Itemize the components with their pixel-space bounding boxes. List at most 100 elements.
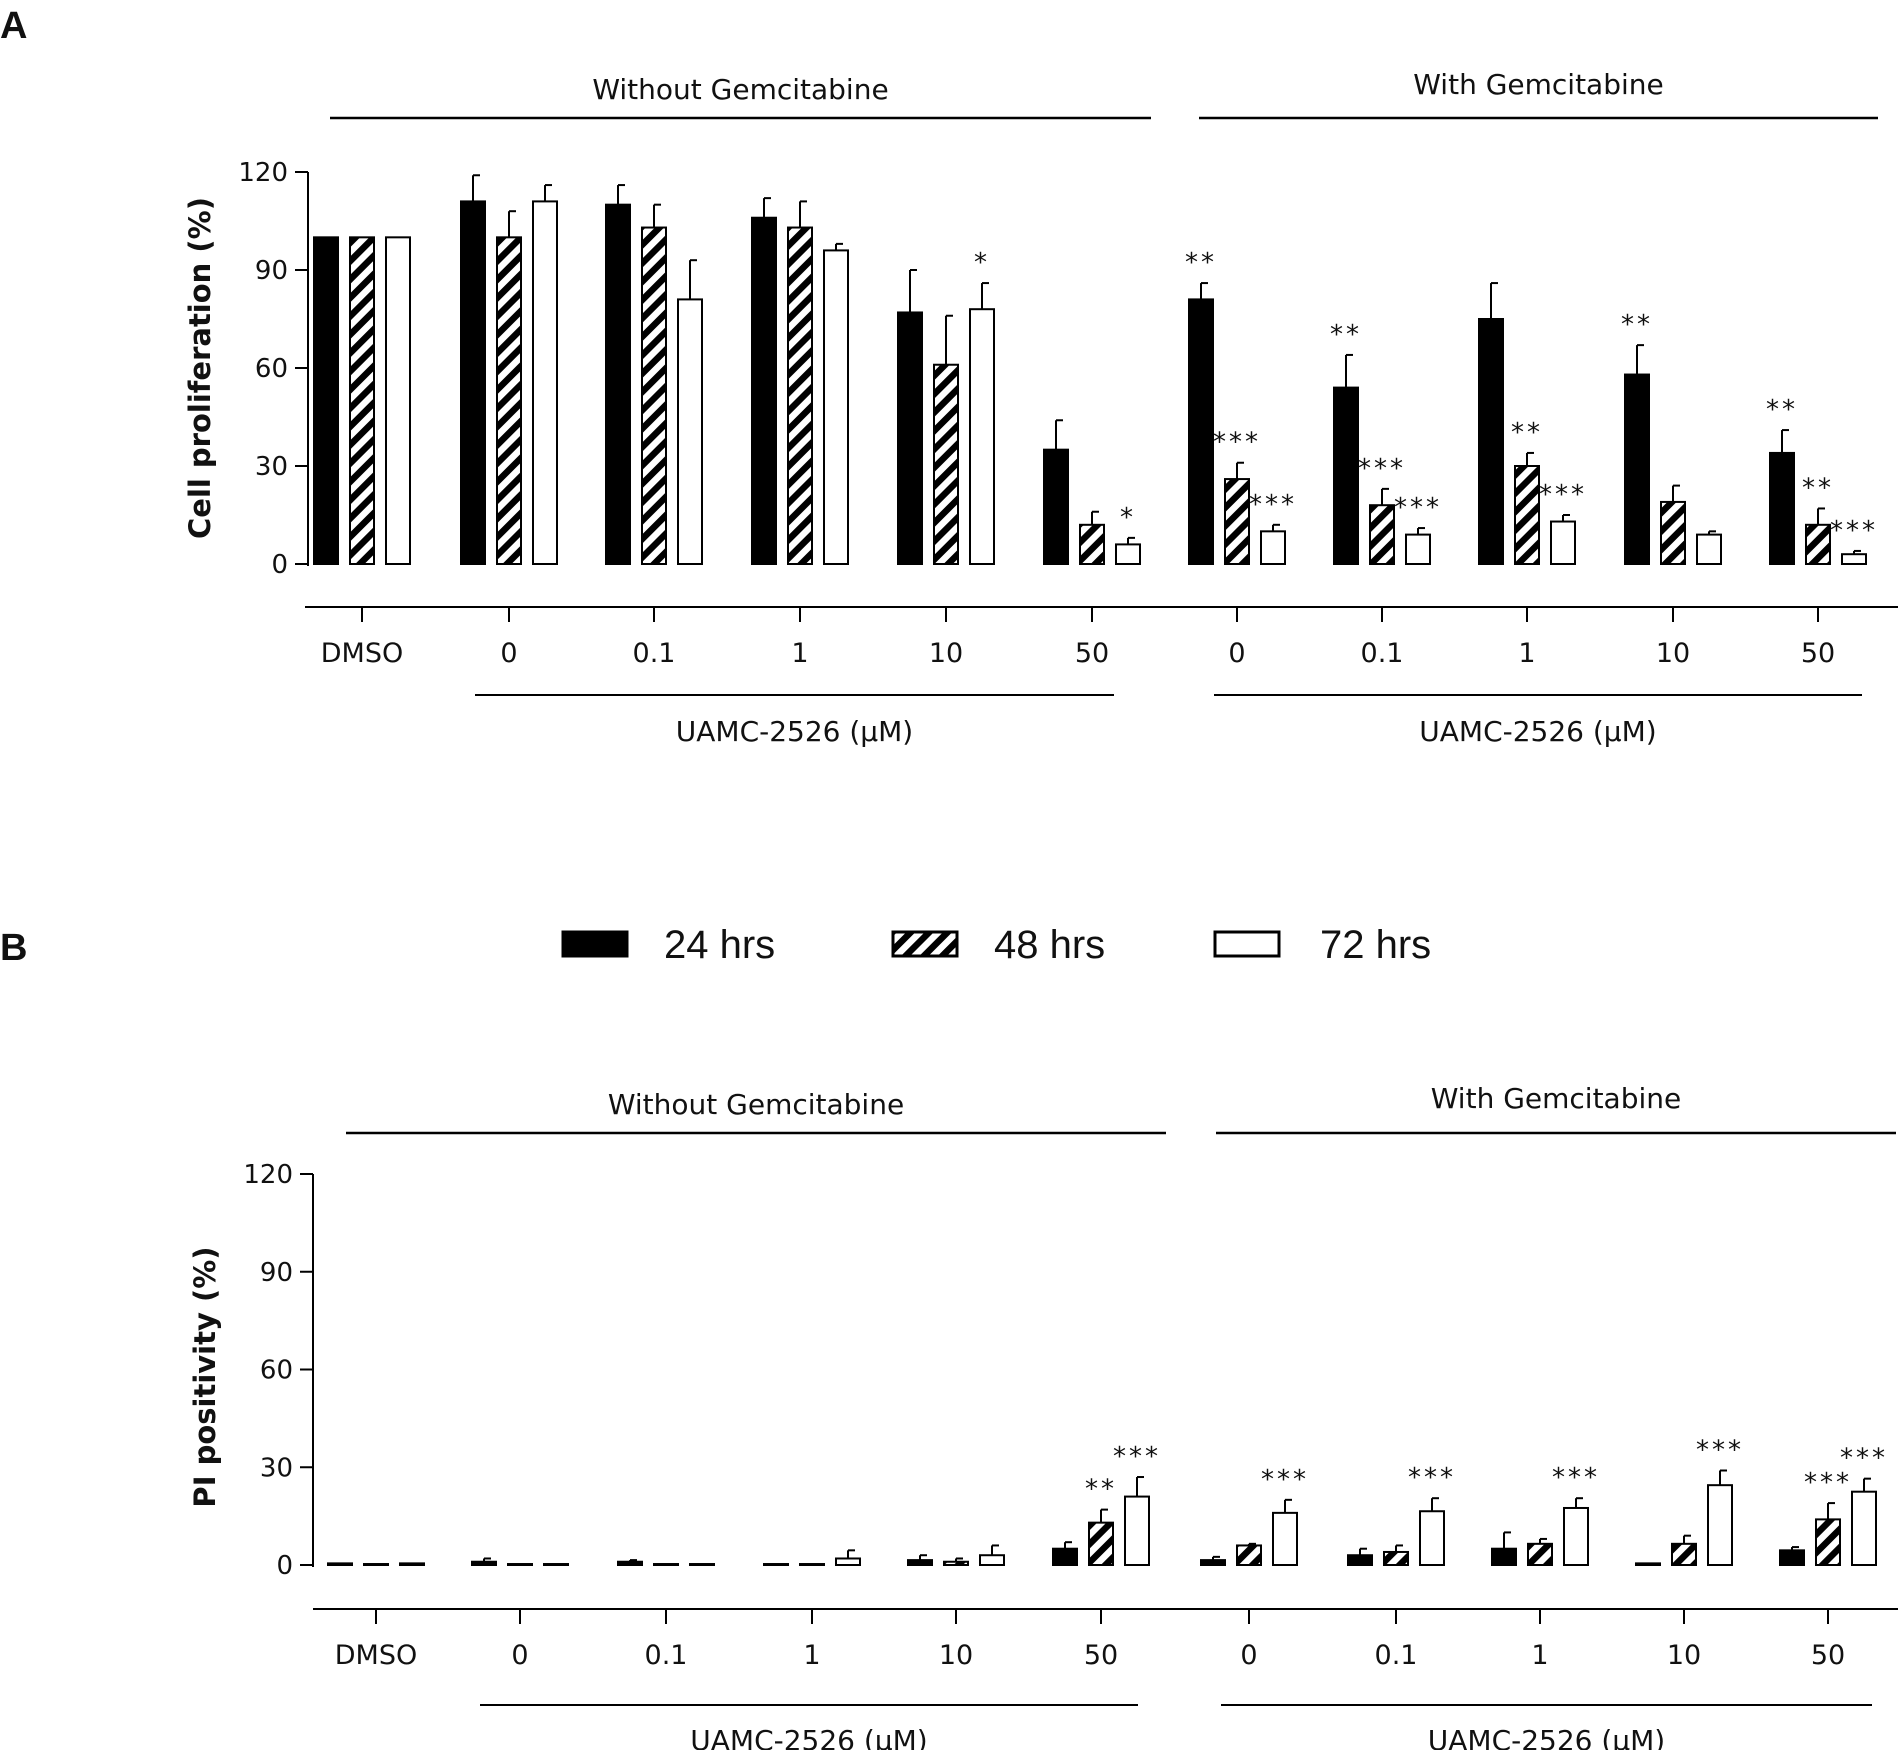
bar-48-hrs xyxy=(653,1563,679,1566)
bar-72-hrs xyxy=(1696,533,1722,565)
bar-72-hrs xyxy=(979,1554,1005,1566)
bar-48-hrs xyxy=(943,1560,969,1567)
panel-a: A 0 30 60 90 120 Cell proliferation (%) DMSO 0 0… xyxy=(0,5,1898,748)
bar-24-hrs xyxy=(1779,1549,1805,1567)
x-tick-label: 50 xyxy=(1084,1640,1118,1671)
significance-marker: *** xyxy=(1830,516,1878,546)
bar-24-hrs xyxy=(907,1559,933,1567)
significance-marker: ** xyxy=(1802,473,1834,503)
bar-72-hrs xyxy=(1260,530,1286,565)
x-axis-unit-label: UAMC-2526 (μM) xyxy=(676,715,913,748)
x-tick-label: 1 xyxy=(1518,638,1535,669)
bar-72-hrs xyxy=(1550,520,1576,565)
significance-marker: *** xyxy=(1539,480,1587,510)
x-tick-label: 10 xyxy=(1667,1640,1701,1671)
bar-24-hrs xyxy=(1769,451,1795,565)
group-label: Without Gemcitabine xyxy=(608,1088,904,1121)
significance-marker: ** xyxy=(1621,310,1653,340)
bar-72-hrs xyxy=(1707,1484,1733,1566)
bar-72-hrs xyxy=(1419,1510,1445,1567)
significance-marker: *** xyxy=(1840,1444,1888,1474)
bar-72-hrs xyxy=(1124,1495,1150,1566)
bar-24-hrs xyxy=(1491,1547,1517,1567)
x-tick-label: DMSO xyxy=(335,1640,417,1671)
bar-48-hrs xyxy=(1805,523,1831,565)
x-tick-label: 50 xyxy=(1075,638,1109,669)
bar-72-hrs xyxy=(677,298,703,565)
significance-marker: *** xyxy=(1261,1465,1309,1495)
bar-24-hrs xyxy=(763,1563,789,1566)
y-tick-label: 90 xyxy=(260,1258,293,1288)
bar-72-hrs xyxy=(1405,533,1431,565)
y-tick-label: 120 xyxy=(243,1160,293,1190)
y-axis-label: Cell proliferation (%) xyxy=(183,197,217,539)
significance-marker: *** xyxy=(1696,1436,1744,1466)
bar-24-hrs xyxy=(1188,298,1214,565)
x-tick-label: 50 xyxy=(1811,1640,1845,1671)
x-tick-label: 10 xyxy=(1656,638,1690,669)
y-tick-label: 30 xyxy=(255,452,288,482)
bar-24-hrs xyxy=(1635,1562,1661,1567)
y-axis-label: PI positivity (%) xyxy=(188,1246,222,1507)
bar-72-hrs xyxy=(399,1562,425,1567)
bar-48-hrs xyxy=(507,1563,533,1566)
bar-48-hrs xyxy=(1224,478,1250,566)
bar-24-hrs xyxy=(1200,1559,1226,1567)
x-tick-label: 0 xyxy=(1228,638,1245,669)
legend-label-48-hrs: 48 hrs xyxy=(994,923,1105,967)
legend-label-24-hrs: 24 hrs xyxy=(664,923,775,967)
y-tick-label: 90 xyxy=(255,256,288,286)
legend-swatch-24-hrs xyxy=(561,930,629,958)
bar-48-hrs xyxy=(1527,1542,1553,1566)
x-tick-label: 1 xyxy=(1531,1640,1548,1671)
significance-marker: *** xyxy=(1408,1463,1456,1493)
bar-24-hrs xyxy=(617,1560,643,1567)
significance-marker: * xyxy=(1120,503,1136,533)
bar-48-hrs xyxy=(1514,465,1540,565)
bar-24-hrs xyxy=(1624,373,1650,565)
bar-48-hrs xyxy=(1236,1544,1262,1566)
bar-48-hrs xyxy=(641,226,667,566)
bar-24-hrs xyxy=(605,203,631,566)
bar-72-hrs xyxy=(1115,543,1141,566)
significance-marker: *** xyxy=(1804,1468,1852,1498)
bar-48-hrs xyxy=(363,1563,389,1566)
x-axis-unit-label: UAMC-2526 (μM) xyxy=(1419,715,1656,748)
x-tick-label: 1 xyxy=(803,1640,820,1671)
significance-marker: ** xyxy=(1766,395,1798,425)
bar-72-hrs xyxy=(1851,1490,1877,1566)
legend-swatch-72-hrs xyxy=(1213,930,1281,958)
bar-72-hrs xyxy=(689,1563,715,1566)
bar-24-hrs xyxy=(1347,1554,1373,1566)
x-tick-label: 50 xyxy=(1801,638,1835,669)
y-tick-label: 120 xyxy=(238,158,288,188)
bar-48-hrs xyxy=(1383,1550,1409,1567)
bar-72-hrs xyxy=(1841,553,1867,566)
bar-72-hrs xyxy=(823,249,849,565)
bar-72-hrs xyxy=(532,200,558,565)
bar-48-hrs xyxy=(496,236,522,565)
x-tick-label: 0.1 xyxy=(645,1640,688,1671)
significance-marker: * xyxy=(974,248,990,278)
bar-72-hrs xyxy=(385,236,411,565)
bar-24-hrs xyxy=(327,1562,353,1567)
x-axis-unit-label: UAMC-2526 (μM) xyxy=(1428,1724,1665,1750)
bar-24-hrs xyxy=(1052,1547,1078,1567)
significance-marker: *** xyxy=(1358,454,1406,484)
bar-48-hrs xyxy=(1671,1542,1697,1566)
significance-marker: ** xyxy=(1185,248,1217,278)
x-tick-label: 0 xyxy=(1240,1640,1257,1671)
bar-24-hrs xyxy=(1043,448,1069,565)
x-tick-label: 0.1 xyxy=(633,638,676,669)
significance-marker: ** xyxy=(1330,320,1362,350)
x-tick-label: 0 xyxy=(511,1640,528,1671)
x-tick-label: DMSO xyxy=(321,638,403,669)
x-tick-label: 10 xyxy=(939,1640,973,1671)
significance-marker: *** xyxy=(1213,428,1261,458)
significance-marker: ** xyxy=(1085,1475,1117,1505)
bar-24-hrs xyxy=(751,216,777,565)
y-tick-label: 60 xyxy=(255,354,288,384)
bar-48-hrs xyxy=(1815,1518,1841,1566)
legend: 24 hrs 48 hrs 72 hrs xyxy=(561,923,1431,967)
